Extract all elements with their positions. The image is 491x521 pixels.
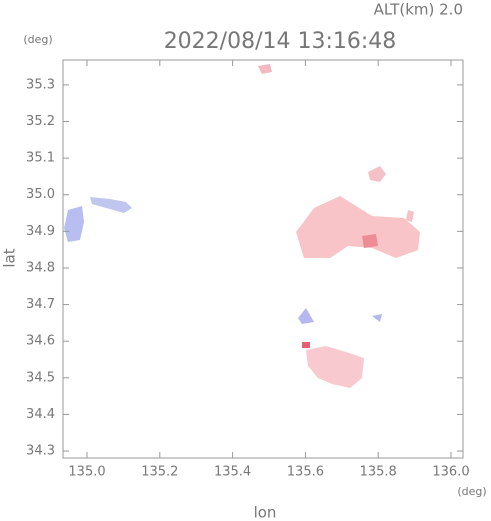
y-tick-label: 34.3 [26, 444, 55, 459]
y-unit: (deg) [23, 33, 52, 46]
y-tick-label: 34.9 [26, 224, 55, 239]
x-tick-label: 136.0 [432, 465, 469, 480]
echo [372, 314, 382, 322]
echo [306, 346, 364, 388]
echo [64, 206, 84, 242]
x-tick-label: 135.0 [68, 465, 105, 480]
echo [362, 234, 378, 248]
x-tick-label: 135.2 [141, 465, 178, 480]
y-tick-label: 34.8 [26, 260, 55, 275]
x-axis-label: lon [254, 504, 277, 521]
y-axis-label: lat [1, 248, 19, 267]
y-tick-label: 35.1 [26, 151, 55, 166]
x-tick-label: 135.4 [214, 465, 251, 480]
y-tick-label: 34.5 [26, 370, 55, 385]
plot-frame [62, 59, 464, 459]
x-tick-label: 135.8 [360, 465, 397, 480]
echo [368, 166, 386, 182]
y-tick-label: 34.4 [26, 407, 55, 422]
x-unit: (deg) [457, 485, 486, 498]
echo [296, 196, 420, 258]
y-tick-label: 34.6 [26, 334, 55, 349]
altitude-label: ALT(km) 2.0 [374, 1, 463, 19]
y-tick-label: 35.0 [26, 187, 55, 202]
echo-areas [64, 64, 420, 388]
y-tick-label: 35.3 [26, 77, 55, 92]
echo [298, 308, 314, 324]
y-tick-label: 34.7 [26, 297, 55, 312]
echo [90, 197, 132, 213]
echo [406, 210, 414, 222]
chart-title: 2022/08/14 13:16:48 [164, 29, 397, 54]
x-tick-label: 135.6 [287, 465, 324, 480]
echo [258, 64, 272, 74]
y-tick-label: 35.2 [26, 114, 55, 129]
echo [302, 342, 310, 348]
